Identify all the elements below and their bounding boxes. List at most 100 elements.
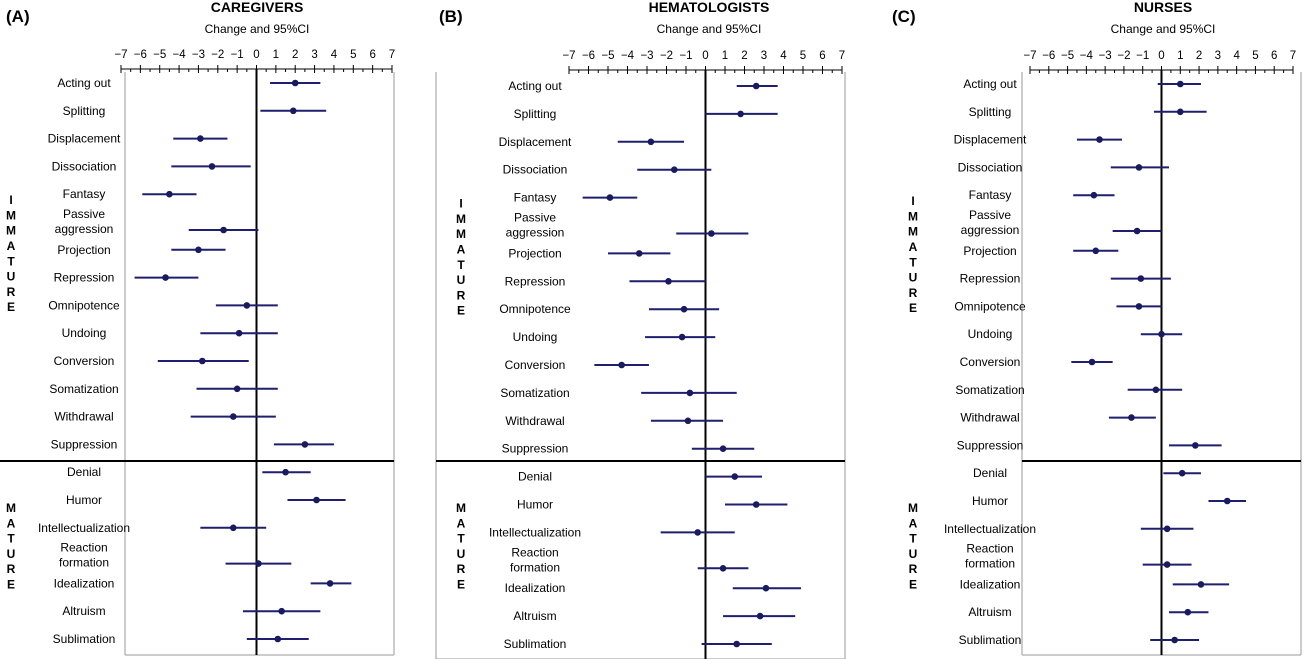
row-label: Somatization bbox=[49, 382, 118, 396]
row-label: Denial bbox=[518, 470, 552, 484]
group-label-letter: U bbox=[909, 271, 918, 285]
point-estimate bbox=[1184, 608, 1192, 616]
row-label: Humor bbox=[972, 494, 1008, 508]
x-tick-label: 1 bbox=[273, 49, 279, 61]
x-tick-label: −6 bbox=[134, 49, 147, 61]
point-estimate bbox=[684, 417, 692, 425]
panel-letter: (A) bbox=[6, 7, 30, 26]
row-label: Passive bbox=[63, 207, 105, 221]
point-estimate bbox=[208, 163, 216, 170]
x-tick-label: −5 bbox=[153, 49, 166, 61]
row-label: Withdrawal bbox=[505, 414, 564, 428]
point-estimate bbox=[731, 473, 739, 480]
group-label-letter: T bbox=[909, 255, 917, 269]
row-label: Repression bbox=[960, 272, 1021, 286]
row-label: Undoing bbox=[62, 326, 107, 340]
x-tick-label: −7 bbox=[114, 49, 127, 61]
point-estimate bbox=[606, 194, 614, 201]
row-label: formation bbox=[59, 556, 109, 570]
row-label: Splitting bbox=[63, 104, 106, 118]
point-estimate bbox=[762, 584, 770, 592]
point-estimate bbox=[243, 302, 251, 309]
group-label-letter: U bbox=[909, 547, 918, 561]
row-label: Withdrawal bbox=[960, 411, 1019, 425]
group-label-letter: E bbox=[457, 304, 465, 318]
row-label: formation bbox=[965, 557, 1015, 571]
row-label: Denial bbox=[973, 466, 1007, 480]
x-tick-label: −3 bbox=[640, 50, 653, 62]
point-estimate bbox=[313, 496, 320, 504]
row-label: Passive bbox=[969, 208, 1011, 222]
x-tick-label: 0 bbox=[1158, 50, 1164, 62]
point-estimate bbox=[199, 357, 206, 365]
row-label: Sublimation bbox=[53, 632, 116, 646]
point-estimate bbox=[1090, 191, 1098, 199]
group-label-letter: M bbox=[908, 501, 918, 515]
row-label: Fantasy bbox=[63, 187, 106, 201]
x-tick-label: 5 bbox=[800, 50, 806, 62]
group-label-letter: I bbox=[459, 197, 462, 211]
group-label-letter: I bbox=[9, 193, 12, 207]
point-estimate bbox=[756, 612, 764, 620]
point-estimate bbox=[1197, 581, 1205, 588]
x-tick-label: 7 bbox=[1290, 50, 1296, 62]
group-label-letter: M bbox=[456, 227, 466, 241]
point-estimate bbox=[1135, 164, 1143, 171]
group-label-letter: A bbox=[457, 242, 466, 256]
point-estimate bbox=[1137, 275, 1145, 282]
group-label-letter: R bbox=[7, 285, 16, 299]
row-label: Acting out bbox=[57, 76, 111, 90]
point-estimate bbox=[1192, 442, 1199, 449]
point-estimate bbox=[752, 501, 760, 508]
group-label-letter: E bbox=[909, 578, 917, 592]
x-tick-label: −7 bbox=[1023, 50, 1036, 62]
group-label-letter: A bbox=[7, 516, 16, 530]
x-tick-label: −6 bbox=[1042, 50, 1055, 62]
x-tick-label: 3 bbox=[1215, 50, 1221, 62]
group-label-letter: T bbox=[7, 254, 15, 268]
point-estimate bbox=[1152, 386, 1160, 394]
group-label-letter: A bbox=[909, 516, 918, 530]
row-label: aggression bbox=[961, 223, 1020, 237]
group-label-letter: A bbox=[7, 239, 16, 253]
row-label: Projection bbox=[508, 246, 561, 260]
panel-title: CAREGIVERS bbox=[211, 0, 304, 15]
group-label-letter: T bbox=[457, 258, 465, 272]
point-estimate bbox=[1163, 525, 1171, 533]
row-label: formation bbox=[510, 560, 560, 574]
point-estimate bbox=[326, 580, 334, 587]
point-estimate bbox=[733, 640, 740, 648]
x-tick-label: 4 bbox=[331, 49, 338, 61]
group-label-letter: A bbox=[909, 240, 918, 254]
row-label: Omnipotence bbox=[48, 298, 120, 312]
row-label: Altruism bbox=[62, 604, 105, 618]
point-estimate bbox=[291, 79, 299, 87]
group-label-letter: A bbox=[457, 516, 466, 530]
point-estimate bbox=[680, 305, 688, 313]
row-label: Fantasy bbox=[969, 188, 1012, 202]
row-label: Denial bbox=[67, 465, 101, 479]
row-label: Idealization bbox=[54, 576, 115, 590]
row-label: Intellectualization bbox=[38, 521, 130, 535]
x-tick-label: 2 bbox=[1196, 50, 1202, 62]
point-estimate bbox=[162, 274, 169, 281]
x-tick-label: 1 bbox=[1177, 50, 1183, 62]
row-label: Suppression bbox=[957, 438, 1024, 452]
point-estimate bbox=[1135, 303, 1143, 310]
row-label: Intellectualization bbox=[944, 522, 1036, 536]
point-estimate bbox=[686, 389, 694, 397]
row-label: Somatization bbox=[955, 383, 1024, 397]
group-label-letter: R bbox=[909, 562, 918, 576]
row-label: aggression bbox=[55, 222, 114, 236]
point-estimate bbox=[678, 333, 686, 341]
row-label: Acting out bbox=[963, 77, 1017, 91]
group-label-letter: R bbox=[7, 562, 16, 576]
x-tick-label: −5 bbox=[601, 50, 614, 62]
x-tick-label: 2 bbox=[741, 50, 747, 62]
point-estimate bbox=[229, 524, 237, 532]
row-label: Omnipotence bbox=[499, 302, 571, 316]
group-label-letter: T bbox=[909, 532, 917, 546]
x-tick-label: −3 bbox=[192, 49, 205, 61]
group-label-letter: M bbox=[908, 225, 918, 239]
